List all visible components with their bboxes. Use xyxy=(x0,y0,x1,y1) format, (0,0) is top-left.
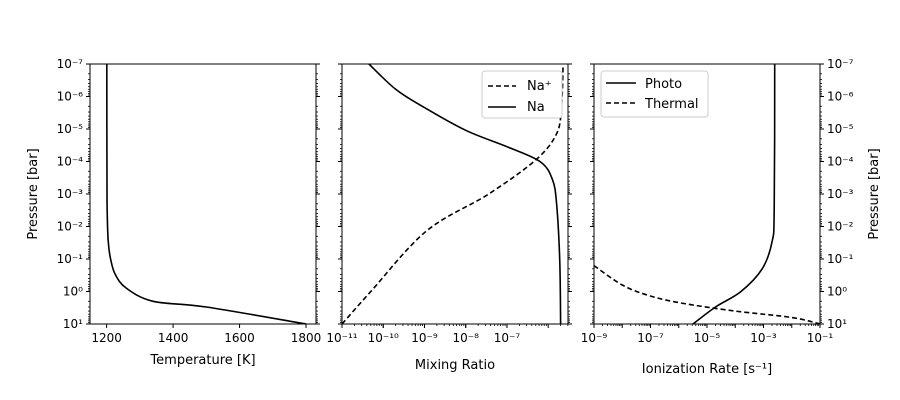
mixing-ratio-series-1-line xyxy=(368,63,562,325)
legend-na-label: Na xyxy=(527,100,545,115)
panel-temperature-yticks: 10⁻⁷ 10⁻⁶ 10⁻⁵ 10⁻⁴ 10⁻³ 10⁻² 10⁻¹ 10⁰ 10¹ xyxy=(57,57,320,331)
temperature-ytick-label: 10⁻² xyxy=(57,220,84,234)
left-ylabel: Pressure [bar] xyxy=(26,148,41,239)
temperature-xlabel: Temperature [K] xyxy=(149,353,255,368)
ionization-rate-series-1-line xyxy=(593,264,821,325)
temperature-xtick-label: 1800 xyxy=(291,331,322,345)
ionization-rate-ytick-label: 10¹ xyxy=(827,317,847,331)
ionization-rate-xtick-label: 10⁻⁷ xyxy=(637,331,664,345)
panel-mixing-ratio: 10⁻¹¹ 10⁻¹⁰ 10⁻⁹ 10⁻⁸ 10⁻⁷ Mixing Ratio Na⁺ … xyxy=(326,63,572,373)
temperature-ytick-label: 10⁻¹ xyxy=(57,252,84,266)
temperature-series-0-line xyxy=(106,63,307,325)
mixing-ratio-xtick-label: 10⁻¹⁰ xyxy=(368,331,399,345)
mixing-ratio-xtick-label: 10⁻⁸ xyxy=(453,331,480,345)
temperature-xtick-label: 1200 xyxy=(91,331,122,345)
ionization-rate-xlabel: Ionization Rate [s⁻¹] xyxy=(642,362,772,377)
legend-thermal-label: Thermal xyxy=(644,97,699,112)
panel-mixing-ratio-xticks: 10⁻¹¹ 10⁻¹⁰ 10⁻⁹ 10⁻⁸ 10⁻⁷ xyxy=(326,324,569,345)
temperature-ytick-label: 10⁻⁷ xyxy=(57,57,84,71)
temperature-ytick-label: 10¹ xyxy=(63,317,83,331)
panel-ionization-rate-xticks: 10⁻⁹ 10⁻⁷ 10⁻⁵ 10⁻³ 10⁻¹ xyxy=(581,324,834,345)
temperature-ytick-label: 10⁰ xyxy=(63,285,83,299)
temperature-xtick-label: 1400 xyxy=(158,331,189,345)
mixing-ratio-xlabel: Mixing Ratio xyxy=(415,358,495,373)
panel-ionization-rate-series xyxy=(593,63,821,325)
ionization-rate-xtick-label: 10⁻⁵ xyxy=(694,331,721,345)
ionization-rate-ytick-label: 10⁻⁶ xyxy=(827,90,854,104)
temperature-ytick-label: 10⁻⁵ xyxy=(57,122,84,136)
ionization-rate-xtick-label: 10⁻³ xyxy=(750,331,777,345)
ionization-rate-series-0-line xyxy=(692,63,776,325)
panel-temperature-frame xyxy=(89,63,317,325)
right-ylabel: Pressure [bar] xyxy=(867,148,882,239)
panel-ionization-rate-yticks: 10⁻⁷ 10⁻⁶ 10⁻⁵ 10⁻⁴ 10⁻³ 10⁻² 10⁻¹ 10⁰ 10¹ xyxy=(590,57,854,331)
panel-mixing-ratio-yticks xyxy=(338,63,572,325)
mixing-ratio-xtick-label: 10⁻⁹ xyxy=(411,331,438,345)
ionization-rate-ytick-label: 10⁻⁴ xyxy=(827,155,854,169)
panel-temperature-xticks: 1200 1400 1600 1800 xyxy=(91,324,321,345)
ionization-rate-ytick-label: 10⁻¹ xyxy=(827,252,854,266)
legend-na-plus-label: Na⁺ xyxy=(527,79,552,94)
ionization-rate-xtick-label: 10⁻⁹ xyxy=(581,331,608,345)
ionization-rate-ytick-label: 10⁰ xyxy=(827,285,847,299)
ionization-rate-xtick-label: 10⁻¹ xyxy=(807,331,834,345)
mixing-ratio-xtick-label: 10⁻⁷ xyxy=(494,331,521,345)
ionization-rate-ytick-label: 10⁻² xyxy=(827,220,854,234)
temperature-ytick-label: 10⁻⁶ xyxy=(57,90,84,104)
ionization-rate-ytick-label: 10⁻⁵ xyxy=(827,122,854,136)
mixing-ratio-xtick-label: 10⁻¹¹ xyxy=(326,331,357,345)
ionization-rate-ytick-label: 10⁻³ xyxy=(827,187,854,201)
temperature-ytick-label: 10⁻⁴ xyxy=(57,155,84,169)
mixing-ratio-legend: Na⁺ Na xyxy=(481,70,563,119)
ionization-rate-ytick-label: 10⁻⁷ xyxy=(827,57,854,71)
ionization-legend: Photo Thermal xyxy=(600,70,709,118)
legend-photo-label: Photo xyxy=(645,77,682,92)
temperature-ytick-label: 10⁻³ xyxy=(57,187,84,201)
temperature-xtick-label: 1600 xyxy=(224,331,255,345)
panel-temperature-series xyxy=(106,63,307,325)
